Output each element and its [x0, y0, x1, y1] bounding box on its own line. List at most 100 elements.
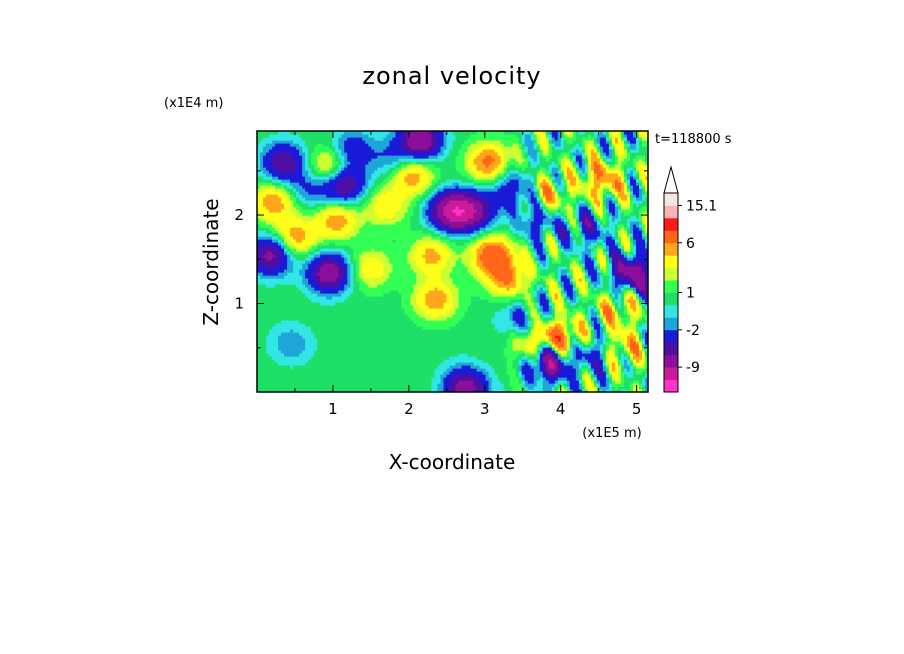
field-cell [644, 338, 648, 342]
field-cell [623, 293, 628, 297]
field-cell [557, 350, 562, 354]
field-cell [257, 383, 261, 387]
field-cell [281, 284, 285, 288]
field-cell [398, 308, 402, 312]
field-cell [593, 344, 598, 348]
field-cell [560, 353, 565, 357]
field-cell [503, 290, 508, 294]
field-cell [503, 371, 508, 375]
field-cell [515, 302, 520, 306]
field-cell [434, 350, 439, 354]
field-cell [323, 353, 327, 357]
field-cell [347, 350, 351, 354]
field-cell [617, 356, 622, 360]
field-cell [383, 377, 387, 381]
field-cell [362, 308, 366, 312]
field-cell [380, 389, 384, 392]
field-cell [554, 389, 559, 392]
field-cell [338, 377, 342, 381]
field-cell [515, 308, 520, 312]
field-cell [581, 320, 586, 324]
field-cell [392, 359, 396, 363]
field-cell [323, 278, 327, 282]
field-cell [278, 386, 282, 390]
field-cell [614, 356, 619, 360]
field-cell [458, 365, 463, 369]
field-cell [455, 323, 460, 327]
field-cell [329, 317, 333, 321]
field-cell [638, 389, 643, 392]
field-cell [500, 380, 505, 384]
field-cell [434, 293, 439, 297]
field-cell [554, 341, 559, 345]
field-cell [440, 368, 445, 372]
field-cell [437, 365, 442, 369]
field-cell [557, 365, 562, 369]
field-cell [278, 389, 282, 392]
field-cell [464, 296, 469, 300]
field-cell [272, 305, 276, 309]
field-cell [503, 341, 508, 345]
field-cell [449, 281, 454, 285]
field-cell [329, 359, 333, 363]
field-cell [272, 329, 276, 333]
field-cell [488, 323, 493, 327]
field-cell [623, 302, 628, 306]
field-cell [578, 290, 583, 294]
field-cell [611, 326, 616, 330]
field-cell [551, 329, 556, 333]
field-cell [284, 302, 288, 306]
field-cell [329, 374, 333, 378]
field-cell [257, 275, 261, 279]
field-cell [428, 278, 433, 282]
field-cell [533, 326, 538, 330]
field-cell [425, 347, 430, 351]
field-cell [434, 302, 439, 306]
field-cell [500, 371, 505, 375]
field-cell [479, 362, 484, 366]
field-cell [362, 377, 366, 381]
field-cell [401, 320, 405, 324]
field-cell [263, 380, 267, 384]
field-cell [359, 296, 363, 300]
field-cell [368, 299, 372, 303]
field-cell [293, 329, 297, 333]
field-cell [389, 341, 393, 345]
field-cell [635, 353, 640, 357]
field-cell [485, 359, 490, 363]
field-cell [368, 389, 372, 392]
field-cell [593, 365, 598, 369]
field-cell [602, 305, 607, 309]
field-cell [617, 368, 622, 372]
field-cell [290, 335, 294, 339]
field-cell [311, 338, 315, 342]
field-cell [422, 389, 427, 392]
field-cell [422, 344, 427, 348]
field-cell [380, 326, 384, 330]
field-cell [293, 323, 297, 327]
field-cell [599, 314, 604, 318]
field-cell [446, 374, 451, 378]
field-cell [350, 278, 354, 282]
field-cell [638, 320, 643, 324]
field-cell [362, 290, 366, 294]
field-cell [554, 284, 559, 288]
field-cell [515, 359, 520, 363]
field-cell [272, 275, 276, 279]
field-cell [446, 305, 451, 309]
field-cell [533, 377, 538, 381]
field-cell [410, 320, 414, 324]
field-cell [455, 335, 460, 339]
field-cell [395, 335, 399, 339]
field-cell [272, 338, 276, 342]
field-cell [407, 362, 411, 366]
field-cell [488, 299, 493, 303]
field-cell [509, 290, 514, 294]
field-cell [584, 287, 589, 291]
field-cell [512, 296, 517, 300]
field-cell [530, 317, 535, 321]
field-cell [284, 359, 288, 363]
field-cell [347, 305, 351, 309]
field-cell [428, 353, 433, 357]
field-cell [314, 278, 318, 282]
